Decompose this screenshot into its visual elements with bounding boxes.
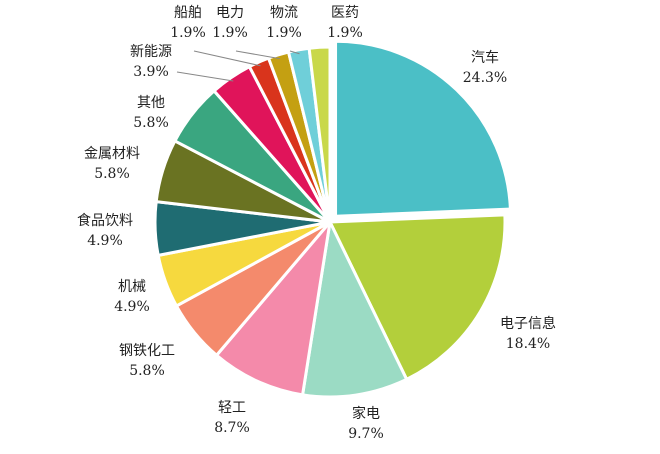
slice-value-label-2: 18.4%: [506, 336, 550, 352]
leader-line-13: [289, 50, 300, 55]
slice-name-label-2: 电子信息: [500, 315, 556, 332]
slice-name-label-12: 电力: [216, 5, 244, 21]
slice-name-label-3: 家电: [352, 405, 380, 422]
slice-name-label-9: 其他: [137, 95, 165, 111]
slice-value-label-1: 24.3%: [463, 70, 507, 86]
pie-slices: [153, 39, 512, 399]
slice-labels: 汽车 24.3% 电子信息 18.4% 家电 9.7% 轻工 8.7% 钢铁化工 5.8% 机械 4.…: [77, 5, 556, 442]
slice-value-label-3: 9.7%: [348, 426, 384, 442]
pie-slice-14: [307, 45, 332, 224]
slice-name-label-13: 物流: [270, 5, 298, 21]
slice-name-label-4: 轻工: [218, 400, 246, 416]
slice-name-label-5: 钢铁化工: [119, 343, 175, 359]
slice-name-label-14: 医药: [331, 5, 359, 21]
slice-value-label-6: 4.9%: [114, 299, 150, 315]
pie-slice-4: [215, 220, 332, 397]
slice-name-label-8: 金属材料: [84, 146, 140, 162]
leader-lines: [176, 50, 300, 82]
pie-slice-1: [334, 39, 512, 218]
leader-line-11: [193, 50, 261, 67]
leader-line-12: [235, 50, 280, 60]
slice-value-label-11: 1.9%: [170, 25, 206, 41]
slice-name-label-7: 食品饮料: [77, 212, 133, 229]
slice-name-label-11: 船舶: [174, 5, 202, 21]
pie-slice-3: [301, 220, 409, 399]
slice-value-label-9: 5.8%: [133, 115, 169, 131]
slice-name-label-6: 机械: [118, 279, 146, 295]
slice-value-label-8: 5.8%: [94, 166, 130, 182]
slice-value-label-14: 1.9%: [327, 25, 363, 41]
leader-line-10: [176, 71, 234, 82]
slice-value-label-13: 1.9%: [266, 25, 302, 41]
slice-name-label-10: 新能源: [130, 44, 172, 60]
slice-value-label-4: 8.7%: [214, 420, 250, 436]
slice-name-label-1: 汽车: [471, 49, 499, 66]
pie-slice-2: [328, 213, 507, 381]
slice-value-label-7: 4.9%: [87, 233, 123, 249]
slice-value-label-12: 1.9%: [212, 25, 248, 41]
slice-value-label-5: 5.8%: [129, 363, 165, 379]
slice-value-label-10: 3.9%: [133, 64, 169, 80]
